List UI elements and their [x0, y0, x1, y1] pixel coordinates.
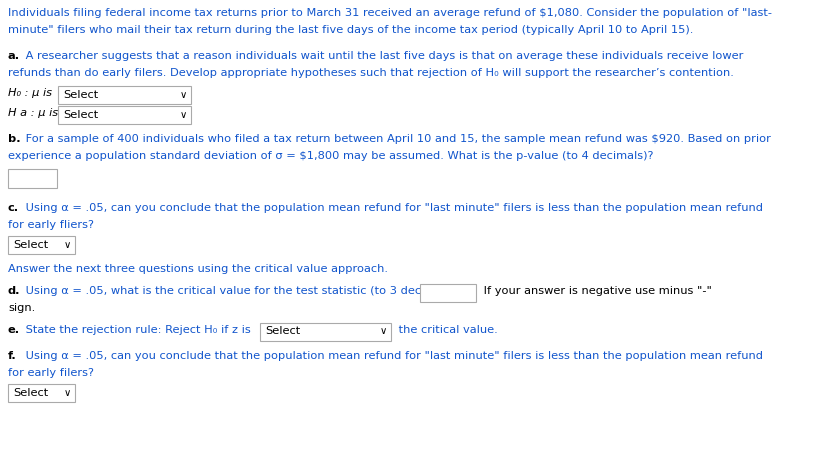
Text: ∨: ∨: [64, 240, 71, 250]
FancyBboxPatch shape: [57, 85, 191, 103]
FancyBboxPatch shape: [7, 168, 57, 187]
Text: Select: Select: [265, 326, 301, 336]
Text: d.: d.: [8, 286, 20, 296]
Text: For a sample of 400 individuals who filed a tax return between April 10 and 15, : For a sample of 400 individuals who file…: [22, 134, 771, 144]
Text: the critical value.: the critical value.: [395, 325, 498, 335]
Text: e.: e.: [8, 325, 20, 335]
Text: b.: b.: [8, 134, 20, 144]
Text: ∨: ∨: [180, 110, 188, 119]
FancyBboxPatch shape: [7, 384, 75, 402]
Text: f.: f.: [8, 351, 16, 361]
Text: Using α = .05, what is the critical value for the test statistic (to 3 decimals): Using α = .05, what is the critical valu…: [22, 286, 462, 296]
FancyBboxPatch shape: [419, 284, 476, 302]
Text: Using α = .05, can you conclude that the population mean refund for "last minute: Using α = .05, can you conclude that the…: [22, 351, 763, 361]
Text: Select: Select: [13, 240, 48, 250]
Text: sign.: sign.: [8, 303, 35, 313]
Text: Select: Select: [63, 90, 98, 100]
FancyBboxPatch shape: [7, 235, 75, 253]
Text: Using α = .05, can you conclude that the population mean refund for "last minute: Using α = .05, can you conclude that the…: [22, 203, 763, 213]
Text: ∨: ∨: [64, 387, 71, 397]
Text: Select: Select: [13, 387, 48, 397]
Text: experience a population standard deviation of σ = $1,800 may be assumed. What is: experience a population standard deviati…: [8, 151, 654, 161]
Text: ∨: ∨: [180, 90, 188, 100]
Text: Individuals filing federal income tax returns prior to March 31 received an aver: Individuals filing federal income tax re…: [8, 8, 772, 18]
Text: H₀ : μ is: H₀ : μ is: [8, 88, 52, 98]
Text: refunds than do early filers. Develop appropriate hypotheses such that rejection: refunds than do early filers. Develop ap…: [8, 68, 734, 78]
Text: If your answer is negative use minus "-": If your answer is negative use minus "-": [480, 286, 712, 296]
Text: Select: Select: [63, 110, 98, 119]
Text: for early fliers?: for early fliers?: [8, 220, 94, 230]
Text: H a : μ is: H a : μ is: [8, 108, 58, 118]
Text: ∨: ∨: [380, 326, 387, 336]
Text: Answer the next three questions using the critical value approach.: Answer the next three questions using th…: [8, 264, 388, 274]
Text: State the rejection rule: Reject H₀ if z is: State the rejection rule: Reject H₀ if z…: [22, 325, 255, 335]
Text: c.: c.: [8, 203, 19, 213]
Text: A researcher suggests that a reason individuals wait until the last five days is: A researcher suggests that a reason indi…: [22, 51, 744, 61]
Text: a.: a.: [8, 51, 20, 61]
Text: minute" filers who mail their tax return during the last five days of the income: minute" filers who mail their tax return…: [8, 25, 694, 35]
FancyBboxPatch shape: [260, 323, 391, 341]
Text: for early filers?: for early filers?: [8, 368, 94, 378]
FancyBboxPatch shape: [57, 106, 191, 123]
